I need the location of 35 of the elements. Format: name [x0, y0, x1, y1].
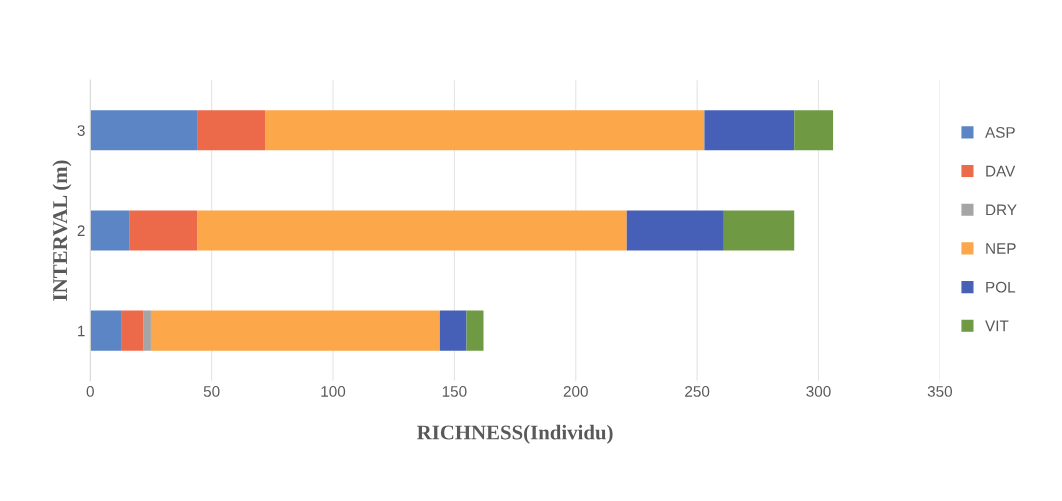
legend-label: NEP — [986, 243, 1016, 254]
y-tick-label: 2 — [77, 225, 85, 236]
bar — [150, 310, 440, 351]
y-tick-label: 1 — [78, 325, 85, 337]
bar — [90, 310, 122, 351]
y-tick-label: 3 — [77, 125, 85, 136]
bar — [90, 110, 198, 151]
x-tick-label: 300 — [806, 386, 831, 397]
legend-label: ASP — [985, 127, 1015, 138]
bar — [704, 110, 795, 151]
x-tick-label: 350 — [927, 386, 953, 397]
legend-label: DAV — [986, 165, 1016, 177]
bar — [121, 310, 144, 351]
x-axis-title: RICHNESS(Individu) — [417, 424, 613, 444]
x-tick-label: 200 — [563, 386, 588, 397]
legend-label: VIT — [985, 320, 1009, 332]
bar — [794, 110, 834, 151]
x-tick-label: 0 — [86, 386, 94, 397]
x-tick-label: 150 — [442, 386, 467, 397]
bar — [197, 110, 266, 151]
bar — [90, 210, 130, 251]
bar — [626, 210, 724, 251]
bar — [129, 210, 198, 251]
bar — [439, 310, 467, 351]
y-axis-title: INTERVAL (m) — [52, 160, 72, 301]
bar — [197, 210, 627, 251]
bar — [265, 110, 705, 151]
bar — [143, 310, 151, 351]
x-tick-label: 100 — [321, 386, 346, 397]
legend-label: DRY — [986, 204, 1017, 216]
bar — [723, 210, 795, 251]
x-tick-label: 250 — [685, 386, 710, 397]
legend-label: POL — [986, 281, 1016, 293]
x-tick-label: 50 — [203, 386, 220, 397]
bar — [466, 310, 484, 351]
